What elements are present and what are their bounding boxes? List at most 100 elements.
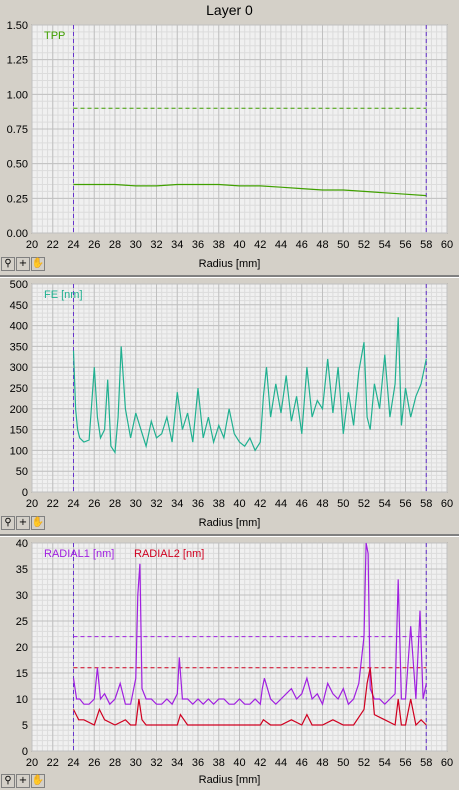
x-tick-label: 48 xyxy=(316,239,328,251)
panel-divider xyxy=(0,534,459,537)
panel-divider xyxy=(0,275,459,278)
crosshair-icon[interactable]: + xyxy=(16,516,30,530)
x-axis-label: Radius [mm] xyxy=(198,258,261,270)
x-tick-label: 48 xyxy=(316,498,328,510)
x-tick-label: 36 xyxy=(192,757,204,769)
x-tick-label: 38 xyxy=(213,239,225,251)
legend-label: RADIAL2 [nm] xyxy=(134,548,204,560)
radial-chart[interactable]: 20 22 24 26 28 30 32 34 36 38 40 42 44 46 48 50 52 54 56 58… xyxy=(0,538,459,790)
x-tick-label: 42 xyxy=(254,757,266,769)
x-tick-label: 42 xyxy=(254,498,266,510)
x-tick-label: 46 xyxy=(296,757,308,769)
x-tick-label: 46 xyxy=(296,498,308,510)
x-tick-label: 22 xyxy=(47,757,59,769)
radial-toolbar: ⚲ + ✋ xyxy=(1,774,45,788)
y-tick-label: 0.75 xyxy=(7,124,28,136)
magnifier-icon[interactable]: ⚲ xyxy=(1,516,15,530)
tpp-chart-panel: 20 22 24 26 28 30 32 34 36 38 40 42 44 46 48 50 52 54 56 58… xyxy=(0,20,459,274)
x-tick-label: 58 xyxy=(420,757,432,769)
x-tick-label: 58 xyxy=(420,239,432,251)
hand-icon[interactable]: ✋ xyxy=(31,774,45,788)
window-title: Layer 0 xyxy=(206,2,253,18)
x-tick-label: 58 xyxy=(420,498,432,510)
hand-icon[interactable]: ✋ xyxy=(31,257,45,271)
x-tick-label: 42 xyxy=(254,239,266,251)
series-line xyxy=(73,183,427,197)
y-tick-label: 50 xyxy=(16,466,28,478)
hand-icon[interactable]: ✋ xyxy=(31,516,45,530)
x-tick-label: 38 xyxy=(213,757,225,769)
y-tick-label: 1.00 xyxy=(7,89,28,101)
y-tick-label: 150 xyxy=(10,425,28,437)
series-line xyxy=(72,667,427,727)
legend-label: RADIAL1 [nm] xyxy=(44,548,114,560)
y-tick-label: 400 xyxy=(10,321,28,333)
legend-label: FE [nm] xyxy=(44,289,83,301)
x-tick-label: 32 xyxy=(150,498,162,510)
radial-chart-panel: 20 22 24 26 28 30 32 34 36 38 40 42 44 46 48 50 52 54 56 58… xyxy=(0,538,459,790)
fe-chart[interactable]: 20 22 24 26 28 30 32 34 36 38 40 42 44 46 48 50 52 54 56 58… xyxy=(0,279,459,533)
x-tick-label: 24 xyxy=(67,757,79,769)
y-tick-label: 300 xyxy=(10,362,28,374)
x-tick-label: 50 xyxy=(337,757,349,769)
x-tick-label: 32 xyxy=(150,757,162,769)
y-tick-label: 0.00 xyxy=(7,228,28,240)
magnifier-icon[interactable]: ⚲ xyxy=(1,257,15,271)
x-tick-label: 40 xyxy=(233,239,245,251)
x-tick-label: 26 xyxy=(88,498,100,510)
x-tick-label: 46 xyxy=(296,239,308,251)
x-tick-label: 26 xyxy=(88,239,100,251)
tpp-chart[interactable]: 20 22 24 26 28 30 32 34 36 38 40 42 44 46 48 50 52 54 56 58… xyxy=(0,20,459,274)
x-tick-label: 48 xyxy=(316,757,328,769)
x-tick-label: 20 xyxy=(26,757,38,769)
x-tick-label: 30 xyxy=(130,757,142,769)
fe-chart-panel: 20 22 24 26 28 30 32 34 36 38 40 42 44 46 48 50 52 54 56 58… xyxy=(0,279,459,533)
x-tick-label: 20 xyxy=(26,239,38,251)
y-tick-label: 100 xyxy=(10,445,28,457)
x-tick-label: 56 xyxy=(399,239,411,251)
x-tick-label: 44 xyxy=(275,757,287,769)
series-line xyxy=(72,317,427,455)
y-tick-label: 15 xyxy=(16,668,28,680)
y-tick-label: 0 xyxy=(22,487,28,499)
x-tick-label: 52 xyxy=(358,757,370,769)
y-tick-label: 1.25 xyxy=(7,55,28,67)
y-tick-label: 40 xyxy=(16,538,28,550)
x-tick-label: 50 xyxy=(337,498,349,510)
x-tick-label: 44 xyxy=(275,239,287,251)
series-line xyxy=(72,542,427,706)
x-tick-label: 40 xyxy=(233,757,245,769)
y-tick-label: 0 xyxy=(22,746,28,758)
y-tick-label: 5 xyxy=(22,720,28,732)
y-tick-label: 500 xyxy=(10,279,28,291)
crosshair-icon[interactable]: + xyxy=(16,774,30,788)
x-tick-label: 52 xyxy=(358,498,370,510)
x-axis-label: Radius [mm] xyxy=(198,517,261,529)
crosshair-icon[interactable]: + xyxy=(16,257,30,271)
magnifier-icon[interactable]: ⚲ xyxy=(1,774,15,788)
x-tick-label: 28 xyxy=(109,498,121,510)
tpp-toolbar: ⚲ + ✋ xyxy=(1,257,45,271)
x-tick-label: 30 xyxy=(130,498,142,510)
y-tick-label: 450 xyxy=(10,300,28,312)
y-tick-label: 25 xyxy=(16,616,28,628)
y-tick-label: 35 xyxy=(16,564,28,576)
legend-label: TPP xyxy=(44,30,65,42)
y-tick-label: 250 xyxy=(10,383,28,395)
x-tick-label: 50 xyxy=(337,239,349,251)
x-tick-label: 38 xyxy=(213,498,225,510)
x-axis-label: Radius [mm] xyxy=(198,774,261,786)
y-tick-label: 30 xyxy=(16,590,28,602)
x-tick-label: 34 xyxy=(171,757,183,769)
x-tick-label: 24 xyxy=(67,498,79,510)
x-tick-label: 36 xyxy=(192,498,204,510)
fe-toolbar: ⚲ + ✋ xyxy=(1,516,45,530)
x-tick-label: 54 xyxy=(379,498,391,510)
x-tick-label: 54 xyxy=(379,239,391,251)
x-tick-label: 60 xyxy=(441,498,453,510)
x-tick-label: 36 xyxy=(192,239,204,251)
x-tick-label: 54 xyxy=(379,757,391,769)
x-tick-label: 40 xyxy=(233,498,245,510)
x-tick-label: 30 xyxy=(130,239,142,251)
x-tick-label: 22 xyxy=(47,239,59,251)
